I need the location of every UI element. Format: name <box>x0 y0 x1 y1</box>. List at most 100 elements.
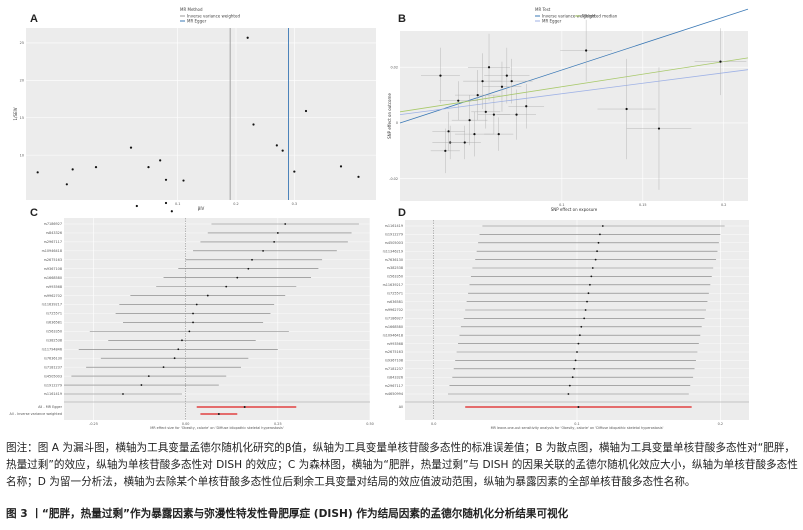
point-estimate <box>571 376 574 379</box>
x-tick-label: -0.25 <box>89 422 98 426</box>
point-estimate <box>576 351 578 353</box>
y-tick-label: 0.02 <box>390 65 398 69</box>
data-point <box>164 178 168 181</box>
x-tick-label: 0.1 <box>559 203 564 207</box>
legend-entry: MR Egger <box>187 18 207 23</box>
snp-label: rs9367108 <box>385 359 403 363</box>
point-estimate <box>177 348 180 351</box>
point-estimate <box>580 325 583 328</box>
point-estimate <box>284 223 287 225</box>
data-point <box>719 60 722 63</box>
snp-label: rs7636130 <box>44 356 62 360</box>
data-point <box>293 170 296 173</box>
data-point <box>481 80 484 83</box>
y-tick-label: -0.02 <box>389 177 398 181</box>
data-point <box>357 175 360 178</box>
x-tick-label: 0.0 <box>431 422 436 426</box>
y-tick-label: 15 <box>20 116 24 120</box>
point-estimate <box>591 267 594 269</box>
x-tick-label: 0.50 <box>366 422 374 426</box>
y-tick-label: 10 <box>20 153 24 157</box>
y-axis-title: SNP effect on outcome <box>387 93 392 139</box>
data-point <box>147 165 150 169</box>
x-tick-label: 0.25 <box>274 422 282 426</box>
snp-label: rs382538 <box>387 266 403 270</box>
data-point <box>515 113 518 116</box>
x-tick-label: 0.2 <box>721 203 726 207</box>
snp-label: rs4650994 <box>385 392 403 396</box>
data-point <box>159 159 162 162</box>
point-estimate <box>597 241 600 244</box>
data-point <box>492 113 495 116</box>
point-estimate <box>596 250 598 253</box>
snp-label: rs7186927 <box>385 317 403 321</box>
point-estimate <box>173 357 176 360</box>
x-axis-title: MR leave-one-out sensitivity analysis fo… <box>491 426 664 430</box>
x-tick-label: 0.1 <box>574 422 579 426</box>
point-estimate <box>577 342 580 345</box>
plot-background <box>26 28 376 200</box>
data-point <box>94 165 98 169</box>
data-point <box>182 179 185 182</box>
data-point <box>505 74 508 77</box>
regression-line <box>399 69 749 116</box>
x-tick-label: 0.1 <box>175 202 180 206</box>
point-estimate <box>147 375 150 378</box>
data-point <box>252 123 255 126</box>
snp-label: rs9962702 <box>385 308 403 312</box>
data-point <box>444 149 447 152</box>
x-tick-label: 0.2 <box>233 202 238 206</box>
legend-entry: MR Egger <box>542 18 562 23</box>
point-estimate <box>181 339 183 342</box>
point-estimate <box>590 275 593 278</box>
point-estimate <box>140 384 143 386</box>
figure-title: 图 3 丨“肥胖，热量过剩”作为暴露因素与弥漫性特发性骨肥厚症 (DISH) 作… <box>6 508 569 520</box>
point-estimate <box>599 233 601 236</box>
point-estimate <box>568 384 571 387</box>
point-estimate <box>206 294 209 297</box>
legend-entry: Inverse variance weighted <box>542 13 595 18</box>
data-point <box>484 110 487 113</box>
data-point <box>164 201 168 205</box>
point-estimate <box>192 312 194 315</box>
point-estimate <box>589 283 591 286</box>
data-point <box>487 66 491 69</box>
point-estimate <box>586 300 588 303</box>
snp-label: rs4505003 <box>385 241 403 245</box>
panel-A: A 0.1 0.2 0.3 10 15 20 25 βIV 1/SEIV MR MethodInve… <box>13 7 376 213</box>
x-tick-label: 0.15 <box>639 203 647 207</box>
legend-entry: Inverse variance weighted <box>187 13 240 18</box>
y-tick-label: 25 <box>20 41 24 45</box>
snp-label: rs10946418 <box>42 249 62 253</box>
point-estimate <box>573 367 576 370</box>
summary-estimate <box>243 406 246 408</box>
plot-background <box>64 218 370 420</box>
y-tick-label: 0 <box>396 121 398 125</box>
snp-label: rs2675163 <box>385 350 403 354</box>
panel-B: B 0.1 0.15 0.2 -0.02 0 0.02 SNP effect on expos… <box>387 7 749 212</box>
data-point <box>304 109 308 113</box>
point-estimate <box>247 267 250 270</box>
point-estimate <box>262 249 264 252</box>
data-point <box>71 168 74 171</box>
data-point <box>476 93 479 97</box>
summary-label: All - Inverse variance weighted <box>10 412 63 416</box>
snp-label: rs9367108 <box>44 267 62 271</box>
point-estimate <box>251 258 253 261</box>
regression-line <box>399 57 749 113</box>
point-estimate <box>276 232 279 234</box>
data-point <box>657 127 661 130</box>
point-estimate <box>594 258 597 261</box>
panel-label-D: D <box>398 207 406 219</box>
point-estimate <box>122 393 124 395</box>
snp-label: rs7636130 <box>385 258 403 262</box>
point-estimate <box>188 330 191 333</box>
data-point <box>275 144 278 147</box>
data-point <box>500 85 504 88</box>
snp-label: rs11639217 <box>383 283 403 287</box>
plot-background <box>400 31 748 201</box>
point-estimate <box>162 366 165 369</box>
data-point <box>65 183 68 186</box>
data-point <box>473 133 476 136</box>
snp-label: rs725571 <box>46 312 62 316</box>
